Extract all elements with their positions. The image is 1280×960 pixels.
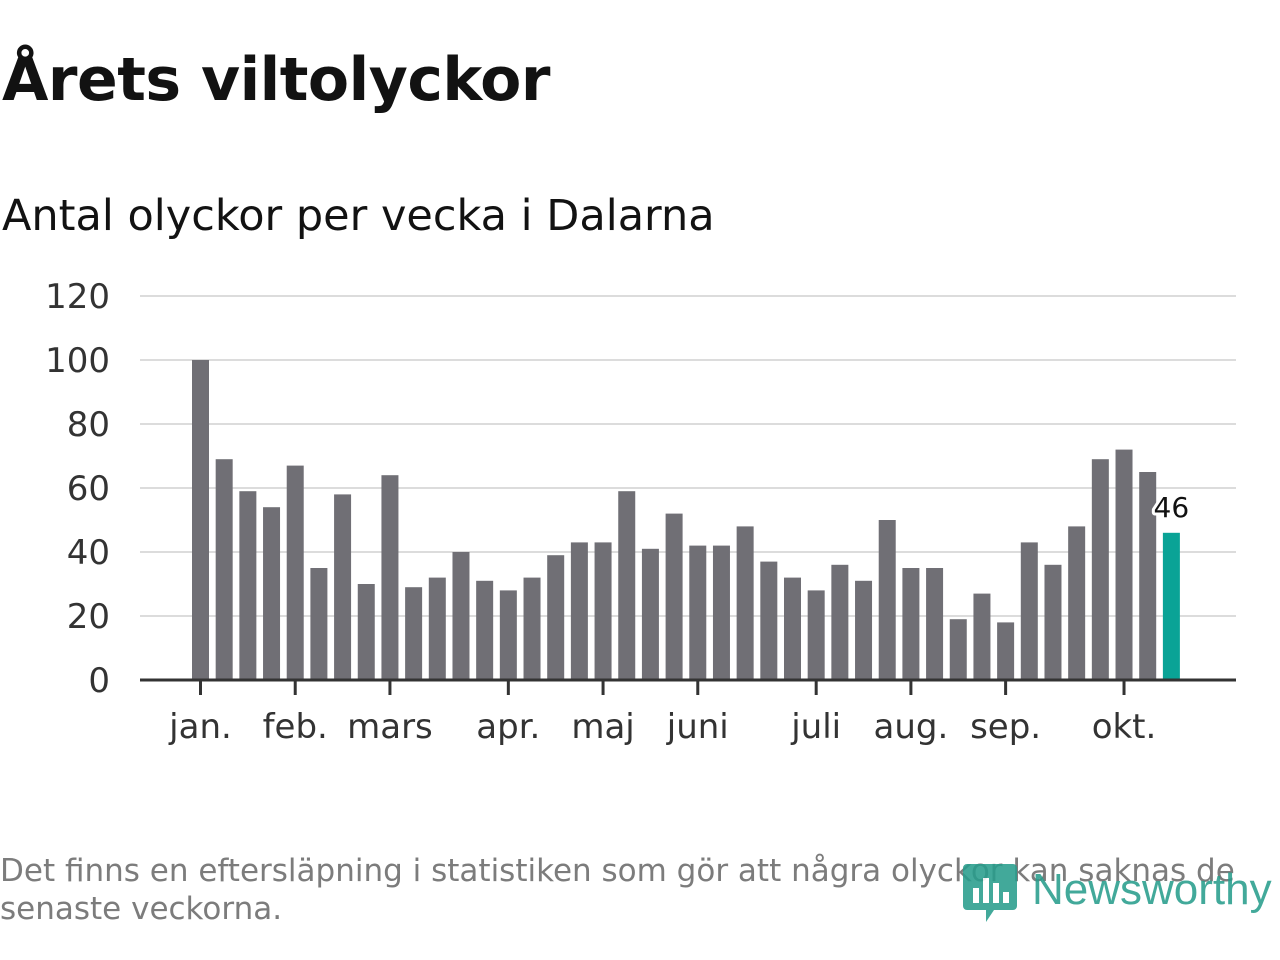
bar: [310, 568, 328, 680]
x-tick-label: juni: [666, 707, 729, 747]
bar: [452, 552, 470, 680]
bar: [334, 494, 352, 680]
x-tick-label: mars: [347, 707, 433, 747]
chart-subtitle: Antal olyckor per vecka i Dalarna: [2, 191, 715, 241]
bar: [689, 545, 707, 680]
bar: [736, 526, 754, 680]
bar: [1091, 459, 1109, 680]
bar: [357, 584, 375, 680]
bar: [949, 619, 967, 680]
bar: [784, 577, 801, 680]
bar: [499, 590, 517, 680]
newsworthy-logo-icon: [963, 864, 1017, 922]
x-tick-label: apr.: [476, 707, 540, 747]
x-tick-label: jan.: [168, 707, 232, 747]
y-tick-label: 100: [45, 341, 110, 381]
bar: [405, 587, 423, 680]
data-label-latest: 46: [1154, 491, 1190, 524]
bar: [902, 568, 920, 680]
bar: [570, 542, 588, 680]
y-axis-ticks: 0 20 40 60 80 100 120: [45, 277, 110, 701]
bar: [973, 593, 991, 680]
bar: [1139, 472, 1157, 680]
bar: [878, 520, 896, 680]
bar: [997, 622, 1015, 680]
bar: [594, 542, 612, 680]
bar: [523, 577, 541, 680]
bar: [760, 561, 778, 680]
bar: [476, 580, 494, 680]
x-tick-label: juli: [790, 707, 841, 747]
y-tick-label: 80: [67, 405, 110, 445]
y-tick-label: 120: [45, 277, 110, 317]
x-tick-label: feb.: [263, 707, 328, 747]
y-tick-label: 40: [67, 533, 110, 573]
y-tick-label: 0: [88, 661, 110, 701]
bar: [831, 564, 849, 680]
x-tick-label: aug.: [874, 707, 949, 747]
bar: [215, 459, 233, 680]
footnote: Det finns en eftersläpning i statistiken…: [0, 853, 1235, 927]
bar: [1115, 449, 1133, 680]
bar: [239, 491, 257, 680]
bar: [1044, 564, 1062, 680]
bar: [1020, 542, 1038, 680]
bar: [428, 577, 446, 680]
bar: [192, 360, 209, 680]
annotations: 46: [1151, 488, 1193, 527]
bar: [263, 507, 281, 680]
bar: [855, 580, 873, 680]
bar: [641, 548, 659, 680]
bar: [381, 475, 399, 680]
bars: [192, 360, 1180, 680]
bar: [1068, 526, 1086, 680]
bar: [286, 465, 304, 680]
bar: [926, 568, 944, 680]
x-tick-label: sep.: [970, 707, 1041, 747]
newsworthy-logo-text: Newsworthy: [1032, 865, 1272, 914]
bar-highlight: [1162, 532, 1180, 680]
y-tick-label: 60: [67, 469, 110, 509]
x-tick-label: okt.: [1092, 707, 1157, 747]
bar: [807, 590, 825, 680]
newsworthy-logo[interactable]: Newsworthy: [962, 858, 1280, 928]
bar: [712, 545, 730, 680]
bar: [618, 491, 636, 680]
chart-title: Årets viltolyckor: [2, 45, 551, 115]
x-axis-ticks: jan. feb. mars apr. maj juni juli aug. sep. okt.: [168, 680, 1156, 747]
x-tick-label: maj: [571, 707, 634, 747]
bar: [665, 513, 683, 680]
bar: [547, 555, 565, 680]
y-tick-label: 20: [67, 597, 110, 637]
